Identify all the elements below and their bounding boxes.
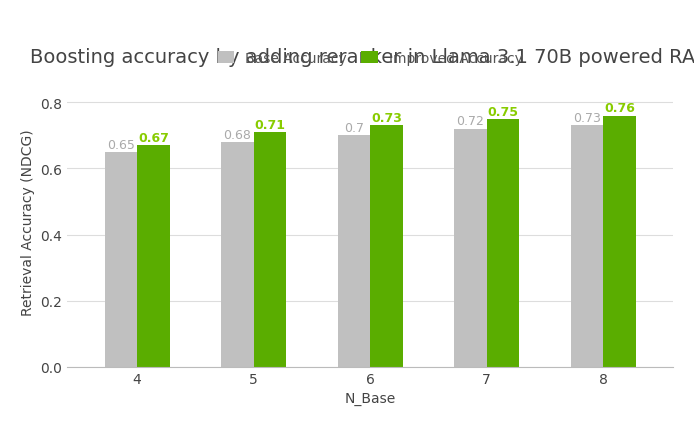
Text: 0.73: 0.73 [371,112,402,125]
Y-axis label: Retrieval Accuracy (NDCG): Retrieval Accuracy (NDCG) [21,129,35,315]
Bar [486,120,519,367]
Text: 0.67: 0.67 [138,132,169,144]
Bar [337,136,370,367]
Bar [221,143,254,367]
Bar [570,126,603,367]
X-axis label: N_Base: N_Base [345,391,396,405]
Bar [105,153,137,367]
Bar [254,133,287,367]
Text: 0.7: 0.7 [344,122,364,135]
Text: 0.65: 0.65 [107,138,135,151]
Text: 0.72: 0.72 [457,115,484,128]
Text: 0.76: 0.76 [604,102,635,115]
Legend: Base Accuracy, Improved Accuracy: Base Accuracy, Improved Accuracy [212,46,528,71]
Bar [603,116,636,367]
Text: 0.73: 0.73 [573,112,601,125]
Bar [370,126,403,367]
Text: 0.75: 0.75 [488,105,518,118]
Text: 0.68: 0.68 [223,128,251,141]
Bar [137,146,170,367]
Text: 0.71: 0.71 [255,118,285,132]
Bar [454,130,486,367]
Title: Boosting accuracy by adding reranker in Llama 3.1 70B powered RAG: Boosting accuracy by adding reranker in … [31,48,694,67]
